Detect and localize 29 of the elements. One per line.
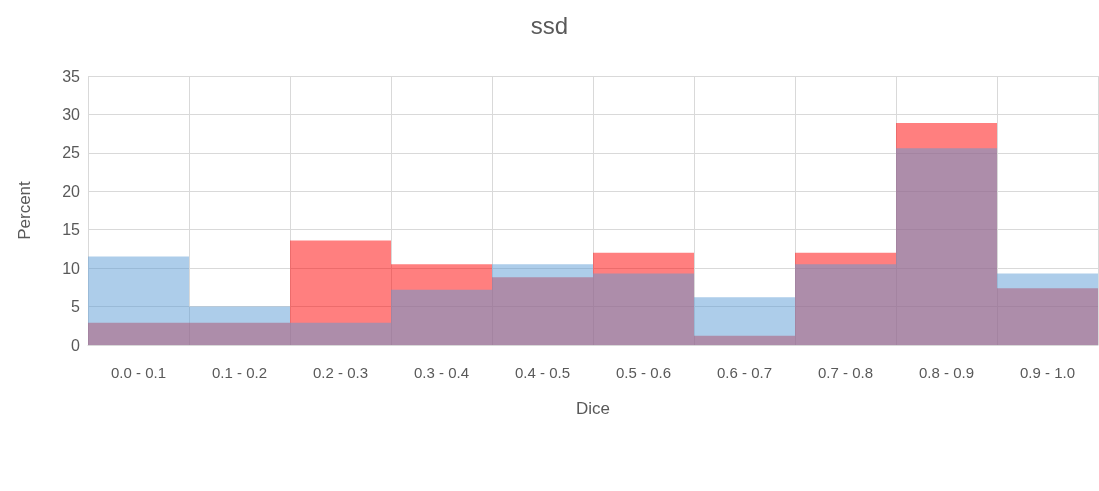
y-tick-label: 15 xyxy=(62,221,81,239)
bar xyxy=(189,306,290,345)
x-tick-label: 0.0 - 0.1 xyxy=(110,364,167,381)
chart-title: ssd xyxy=(530,11,569,39)
x-tick-label: 0.8 - 0.9 xyxy=(918,364,975,381)
x-tick-label: 0.4 - 0.5 xyxy=(514,364,571,381)
bar xyxy=(88,256,189,345)
x-axis-title: Dice xyxy=(575,399,611,418)
bar xyxy=(290,322,391,345)
bar xyxy=(391,289,492,345)
bar xyxy=(492,264,593,345)
y-tick-label: 25 xyxy=(62,144,81,162)
x-tick-label: 0.7 - 0.8 xyxy=(817,364,874,381)
bar xyxy=(593,273,694,345)
y-tick-label: 10 xyxy=(62,259,81,277)
x-tick-label: 0.5 - 0.6 xyxy=(615,364,672,381)
bar xyxy=(997,273,1098,345)
y-tick-label: 5 xyxy=(71,298,81,316)
y-tick-label: 30 xyxy=(62,105,81,123)
x-tick-label: 0.2 - 0.3 xyxy=(312,364,369,381)
x-tick-label: 0.6 - 0.7 xyxy=(716,364,773,381)
bar xyxy=(694,297,795,345)
y-tick-label: 35 xyxy=(62,67,81,85)
x-tick-label: 0.9 - 1.0 xyxy=(1019,364,1076,381)
x-tick-label: 0.3 - 0.4 xyxy=(413,364,470,381)
y-tick-label: 20 xyxy=(62,182,81,200)
x-tick-label: 0.1 - 0.2 xyxy=(211,364,268,381)
y-axis-title: Percent xyxy=(15,180,34,240)
y-tick-label: 0 xyxy=(71,336,81,354)
